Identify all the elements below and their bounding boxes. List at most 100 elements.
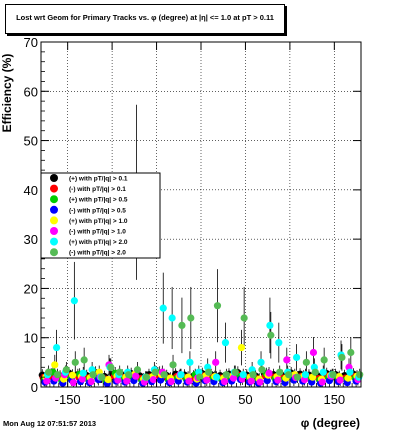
legend-marker [50, 227, 58, 235]
data-point [186, 358, 194, 366]
chart-title: Lost wrt Geom for Primary Tracks vs. φ (… [16, 13, 274, 22]
data-point [89, 371, 97, 379]
data-point [168, 314, 176, 322]
y-tick-label: 60 [24, 84, 38, 99]
data-point [203, 376, 211, 384]
legend-marker [50, 237, 58, 246]
data-point [329, 371, 337, 379]
data-point [309, 348, 318, 357]
data-point [149, 376, 158, 384]
data-point [275, 339, 283, 347]
y-tick-label: 20 [24, 281, 38, 296]
data-point [160, 371, 168, 379]
grid-lines [41, 41, 361, 388]
data-point [51, 361, 59, 369]
data-point [80, 356, 88, 364]
data-point [44, 368, 53, 376]
data-point [220, 377, 229, 386]
data-point [257, 358, 265, 366]
data-point [87, 377, 95, 386]
legend-marker [50, 248, 58, 257]
data-point [104, 376, 112, 384]
data-point [133, 366, 142, 374]
data-point [240, 314, 248, 322]
data-point [62, 366, 70, 374]
data-point [43, 377, 51, 385]
data-point [107, 363, 115, 371]
data-point [68, 371, 77, 379]
data-point [276, 368, 284, 376]
data-point [212, 373, 221, 381]
data-point [239, 371, 247, 379]
data-point [311, 368, 319, 376]
data-point [284, 371, 293, 379]
data-point [347, 348, 355, 357]
y-tick-label: 30 [24, 232, 38, 247]
data-point [319, 368, 327, 376]
y-tick-label: 40 [24, 183, 38, 198]
data-point [292, 353, 301, 362]
data-point [344, 374, 352, 382]
legend-label: (-) with pT/|q| > 0.5 [69, 207, 126, 214]
y-axis-label: Efficiency (%) [0, 54, 14, 133]
data-point [132, 372, 140, 380]
data-point [116, 368, 124, 376]
legend-label: (+) with pT/|q| > 0.1 [69, 176, 128, 183]
data-point [258, 366, 266, 374]
data-point [187, 314, 195, 322]
data-point [142, 373, 150, 381]
y-tick-label: 10 [24, 331, 38, 346]
data-point [293, 373, 302, 381]
data-point [346, 368, 354, 376]
data-point [247, 377, 255, 385]
legend-marker [50, 184, 58, 193]
legend: (+) with pT/|q| > 0.1 (-) with pT/|q| > 0… [40, 172, 161, 259]
data-point [256, 378, 264, 386]
data-point [212, 358, 220, 366]
data-point [114, 376, 122, 384]
data-point [221, 339, 230, 347]
data-point [151, 368, 159, 376]
data-point [71, 358, 79, 366]
legend-label: (+) with pT/|q| > 0.5 [69, 197, 128, 204]
x-tick-label: 0 [197, 392, 204, 407]
x-tick-label: 100 [279, 392, 301, 407]
data-point [69, 378, 78, 387]
data-point [178, 321, 186, 329]
tick-labels: -150 -100 -50 0 50 100 150 0 10 20 30 40 50 60 70 [24, 35, 346, 407]
y-tick-label: 70 [24, 35, 38, 50]
chart-title-box: Lost wrt Geom for Primary Tracks vs. φ (… [5, 4, 285, 34]
data-point [249, 371, 257, 379]
data-point [237, 343, 246, 352]
data-point [78, 375, 86, 383]
data-point [274, 376, 282, 384]
legend-label: (-) with pT/|q| > 0.1 [69, 186, 126, 193]
data-point [177, 371, 185, 379]
data-point [320, 356, 328, 364]
data-point [79, 369, 87, 377]
x-tick-label: -150 [55, 392, 81, 407]
data-point [70, 297, 78, 305]
data-point [338, 353, 346, 362]
data-point [123, 377, 131, 385]
data-point [222, 371, 230, 379]
timestamp-footer: Mon Aug 12 07:51:57 2013 [3, 419, 97, 428]
x-tick-label: -100 [99, 392, 125, 407]
legend-label: (-) with pT/|q| > 1.0 [69, 229, 126, 236]
data-point [356, 371, 364, 379]
data-point [265, 369, 273, 377]
data-point [156, 376, 165, 384]
y-tick-label: 0 [31, 380, 38, 395]
data-point [53, 371, 62, 379]
legend-marker [50, 205, 58, 214]
legend-marker [50, 174, 58, 182]
y-tick-label: 50 [24, 134, 38, 149]
data-point [196, 373, 204, 381]
data-point [263, 376, 271, 385]
data-point [266, 321, 274, 329]
data-point [98, 373, 106, 381]
x-axis-label: φ (degree) [301, 416, 360, 430]
data-point [302, 358, 310, 366]
data-point [318, 378, 326, 386]
